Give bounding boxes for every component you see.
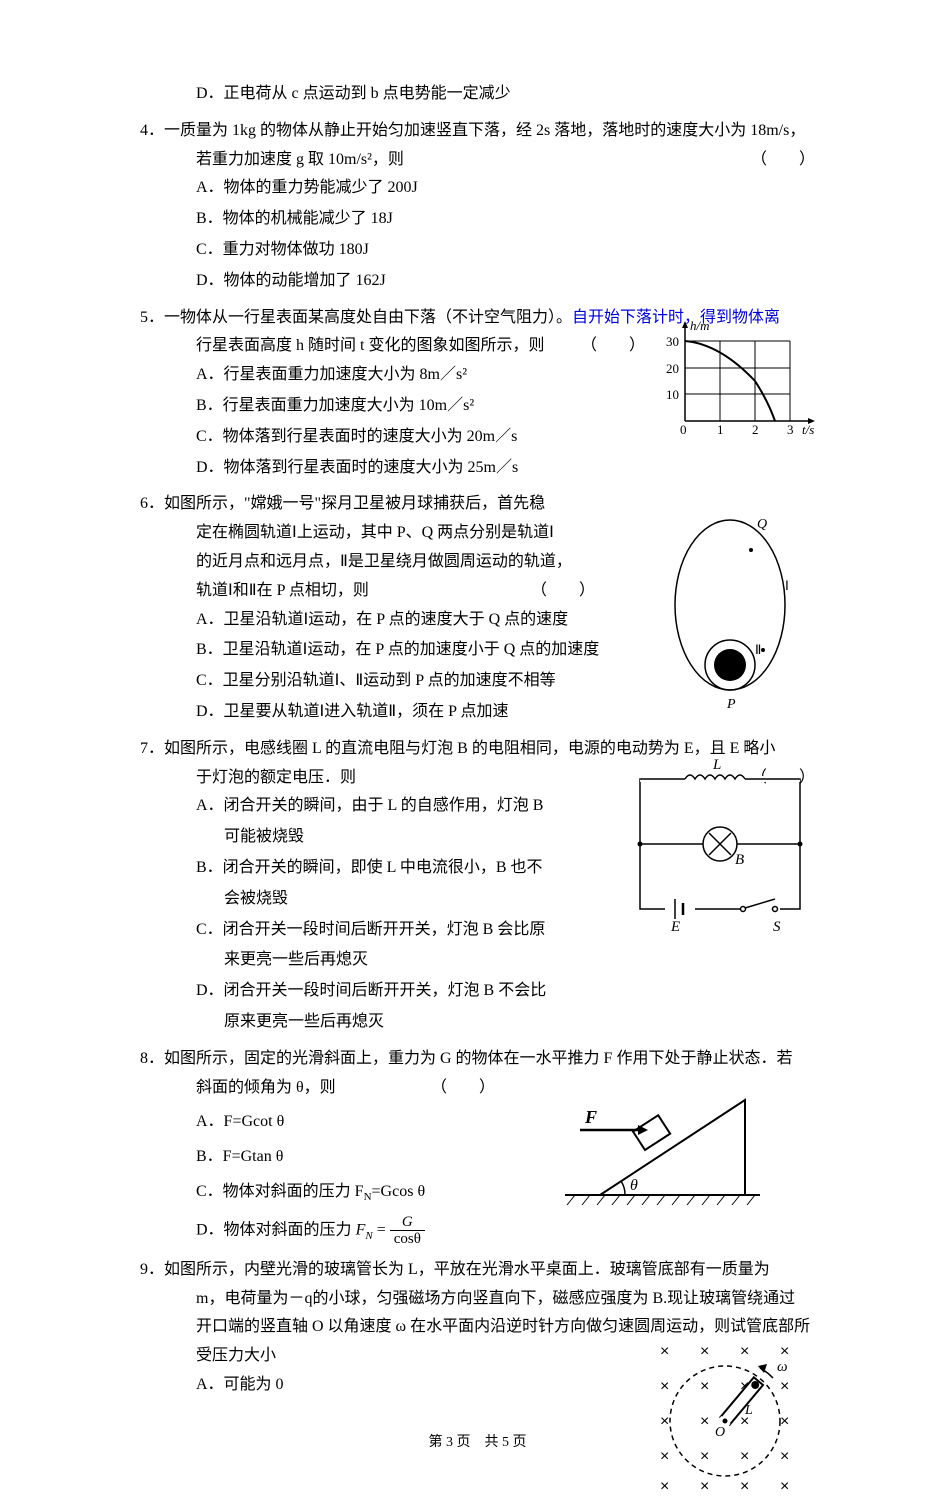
q9-stem: 9．如图所示，内壁光滑的玻璃管长为 L，平放在光滑水平桌面上．玻璃管底部有一质量… [140,1256,815,1285]
question-5: 30 20 10 0 1 2 3 h/m t/s 5．一物体从一行星表面某高度处… [140,304,815,483]
q8-stem-line1: 8．如图所示，固定的光滑斜面上，重力为 G 的物体在一水平推力 F 作用下处于静… [140,1050,792,1067]
q7-stem-line1: 7．如图所示，电感线圈 L 的直流电阻与灯泡 B 的电阻相同，电源的电动势为 E… [140,740,775,757]
question-3-tail: D．正电荷从 c 点运动到 b 点电势能一定减少 [140,80,815,109]
q4-option-b: B．物体的机械能减少了 18J [196,205,815,234]
question-8: θ F 8．如图所示，固定的光滑斜面上，重力为 G 的物体在一水平推力 F 作用… [140,1045,815,1248]
svg-text:t/s: t/s [802,422,814,437]
q4-option-c: C．重力对物体做功 180J [196,236,815,265]
q8-incline-diagram: θ F [545,1085,775,1226]
svg-text:×: × [700,1413,709,1430]
q4-stem-line1: 4．一质量为 1kg 的物体从静止开始匀加速竖直下落，经 2s 落地，落地时的速… [140,122,805,139]
svg-text:10: 10 [666,387,679,402]
q8-frac-den: cosθ [390,1231,425,1248]
svg-text:×: × [780,1478,789,1495]
svg-text:θ: θ [630,1177,638,1194]
svg-text:×: × [740,1343,749,1360]
svg-text:2: 2 [752,422,759,437]
svg-text:L: L [712,759,721,773]
q4-stem-line2: 若重力加速度 g 取 10m/s²，则 [196,151,404,168]
svg-text:×: × [740,1448,749,1465]
q9-stem-line1: 9．如图所示，内壁光滑的玻璃管长为 L，平放在光滑水平桌面上．玻璃管底部有一质量… [140,1261,770,1278]
q9-stem-line4: 受压力大小 [196,1347,276,1364]
svg-text:F: F [584,1107,597,1127]
q8-fraction: G cosθ [390,1214,425,1248]
svg-text:3: 3 [787,422,794,437]
svg-text:20: 20 [666,361,679,376]
q7-option-c-2: 来更亮一些后再熄灭 [196,946,815,975]
svg-text:×: × [780,1343,789,1360]
q6-orbit-diagram: Q P Ⅰ Ⅱ [655,510,805,721]
q6-stem-line3: 的近月点和远月点，Ⅱ是卫星绕月做圆周运动的轨道， [196,553,572,570]
q9-stem-line3: 开口端的竖直轴 O 以角速度 ω 在水平面内沿逆时针方向做匀速圆周运动，则试管底… [196,1318,810,1335]
svg-text:0: 0 [680,422,687,437]
question-9: ×××× ×××× ×××× ×××× ×××× L O ω [140,1256,815,1400]
q9-stem-line2: m，电荷量为－q的小球，匀强磁场方向竖直向下，磁感应强度为 B.现让玻璃管绕通过 [196,1290,795,1307]
svg-text:O: O [715,1425,725,1440]
q7-stem-line2: 于灯泡的额定电压．则 [196,769,356,786]
svg-text:×: × [700,1478,709,1495]
q7-option-d-2: 原来更亮一些后再熄灭 [196,1008,815,1037]
svg-text:×: × [780,1413,789,1430]
svg-text:Ⅱ: Ⅱ [755,642,761,657]
svg-text:×: × [700,1448,709,1465]
svg-text:S: S [773,919,781,934]
q5-stem-line1: 5．一物体从一行星表面某高度处自由下落（不计空气阻力）。 [140,309,572,326]
q4-option-a: A．物体的重力势能减少了 200J [196,174,815,203]
q5-option-d: D．物体落到行星表面时的速度大小为 25m／s [196,454,815,483]
q4-stem: 4．一质量为 1kg 的物体从静止开始匀加速竖直下落，经 2s 落地，落地时的速… [140,117,815,146]
svg-text:×: × [740,1478,749,1495]
q7-circuit-diagram: L B E S [625,759,815,945]
question-7: L B E S 7．如图所示，电感线圈 L 的直流电阻与灯泡 B 的电阻相同，电… [140,735,815,1037]
q5-graph: 30 20 10 0 1 2 3 h/m t/s [660,316,825,457]
q8-paren: （ ） [431,1074,495,1103]
q6-stem-line1: 6．如图所示，"嫦娥一号"探月卫星被月球捕获后，首先稳 [140,495,545,512]
q4-paren: （ ） [751,146,815,175]
q5-stem-line2: 行星表面高度 h 随时间 t 变化的图象如图所示，则 [196,337,544,354]
q7-option-d-1: D．闭合开关一段时间后断开开关，灯泡 B 不会比 [196,977,815,1006]
q3-option-d: D．正电荷从 c 点运动到 b 点电势能一定减少 [196,80,815,109]
svg-text:×: × [660,1478,669,1495]
q8-fn: F [356,1222,366,1239]
svg-text:30: 30 [666,334,679,349]
svg-text:Q: Q [757,517,767,532]
q6-paren: （ ） [531,577,595,606]
svg-text:B: B [735,852,744,868]
q4-stem-line2-wrap: 若重力加速度 g 取 10m/s²，则 （ ） [140,146,815,175]
q8-frac-num: G [390,1214,425,1232]
svg-text:×: × [660,1448,669,1465]
q5-paren: （ ） [581,332,645,361]
svg-text:×: × [660,1378,669,1395]
svg-text:×: × [700,1378,709,1395]
svg-text:×: × [660,1413,669,1430]
svg-text:×: × [780,1378,789,1395]
svg-text:1: 1 [717,422,724,437]
svg-text:Ⅰ: Ⅰ [785,578,789,593]
svg-text:×: × [700,1343,709,1360]
svg-text:h/m: h/m [690,318,710,333]
q4-option-d: D．物体的动能增加了 162J [196,267,815,296]
q9-magnetic-diagram: ×××× ×××× ×××× ×××× ×××× L O ω [645,1336,825,1507]
q8-stem: 8．如图所示，固定的光滑斜面上，重力为 G 的物体在一水平推力 F 作用下处于静… [140,1045,815,1074]
svg-text:ω: ω [777,1359,788,1375]
q8-eq: = [373,1222,390,1239]
svg-text:×: × [660,1343,669,1360]
q8-option-d-prefix: D．物体对斜面的压力 [196,1222,356,1239]
question-6: Q P Ⅰ Ⅱ 6．如图所示，"嫦娥一号"探月卫星被月球捕获后，首先稳 定在椭圆… [140,490,815,726]
q8-fn-sub: N [365,1230,372,1242]
q6-stem-line2: 定在椭圆轨道Ⅰ上运动，其中 P、Q 两点分别是轨道Ⅰ [196,524,554,541]
svg-text:×: × [780,1448,789,1465]
question-4: 4．一质量为 1kg 的物体从静止开始匀加速竖直下落，经 2s 落地，落地时的速… [140,117,815,296]
q6-stem-line4: 轨道Ⅰ和Ⅱ在 P 点相切，则 [196,582,369,599]
svg-text:L: L [744,1403,753,1418]
q8-stem-line2: 斜面的倾角为 θ，则 [196,1079,336,1096]
svg-text:P: P [726,697,736,710]
svg-text:E: E [670,919,680,934]
